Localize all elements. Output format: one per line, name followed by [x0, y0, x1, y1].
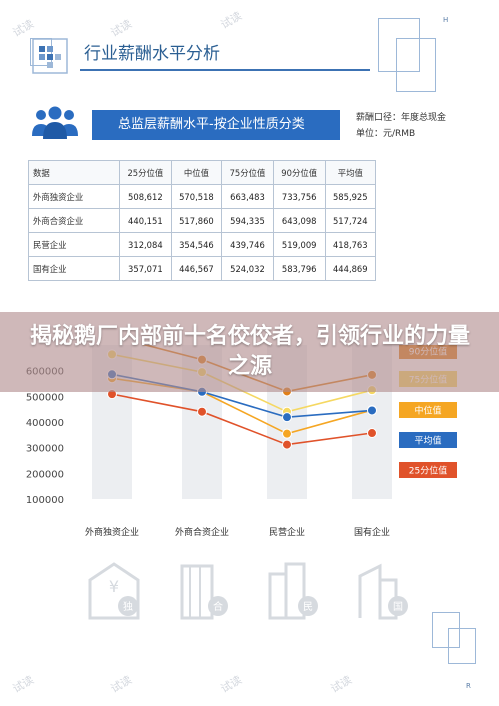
table-header: 90分位值: [272, 160, 326, 185]
table-header: 75分位值: [221, 160, 274, 185]
table-cell: 517,860: [170, 208, 223, 233]
building-icon-joint-venture: 合: [176, 560, 232, 624]
legend-label: 平均值: [414, 435, 441, 447]
table-cell: 444,869: [324, 256, 377, 281]
table-cell: 357,071: [119, 256, 172, 281]
building-label: 独: [123, 600, 133, 613]
table-cell: 312,084: [119, 232, 172, 257]
y-tick-label: 100000: [26, 495, 64, 506]
table-header-row: 数据 25分位值 中位值 75分位值 90分位值 平均值: [28, 160, 377, 185]
legend-swatch: [399, 432, 457, 448]
watermark: 试读: [218, 673, 245, 696]
table-header: 25分位值: [119, 160, 172, 185]
page-header: 行业薪酬水平分析: [24, 30, 474, 82]
table-cell: 519,009: [272, 232, 326, 257]
data-point: [197, 406, 207, 417]
page-title: 行业薪酬水平分析: [84, 44, 220, 64]
building-icon-state-owned: 国: [356, 560, 412, 624]
data-point: [282, 428, 292, 439]
x-category-label: 国有企业: [354, 526, 390, 538]
pay-basis-label: 薪酬口径：年度总现金: [356, 113, 447, 123]
building-label: 民: [303, 601, 313, 613]
table-cell: 663,483: [221, 184, 274, 209]
chart-grid-icon: [32, 38, 68, 74]
header-underline: [80, 69, 370, 71]
table-cell: 418,763: [324, 232, 377, 257]
table-cell: 585,925: [324, 184, 377, 209]
legend-label: 25分位值: [409, 465, 447, 477]
table-row: 民营企业 312,084 354,546 439,746 519,009 418…: [28, 232, 377, 257]
table-cell: 594,335: [221, 208, 274, 233]
data-point: [367, 405, 377, 416]
x-category-label: 外商独资企业: [85, 526, 139, 538]
unit-label: 单位：元/RMB: [356, 129, 416, 139]
table-row: 外商独资企业 508,612 570,518 663,483 733,756 5…: [28, 184, 377, 209]
y-tick-label: 500000: [26, 392, 64, 403]
building-label: 国: [393, 601, 403, 613]
building-icon-private: 民: [266, 560, 322, 624]
table-cell: 517,724: [324, 208, 377, 233]
page-mark-top: H: [443, 16, 449, 24]
series-line: [111, 393, 373, 446]
section-banner: 总监层薪酬水平-按企业性质分类: [92, 110, 340, 140]
data-point: [367, 428, 377, 439]
watermark: 试读: [328, 673, 355, 696]
headline-text: 揭秘鹅厂内部前十名佼佼者，引领行业的力量之源: [29, 324, 470, 379]
table-cell: 国有企业: [28, 256, 120, 281]
table-cell: 446,567: [170, 256, 223, 281]
decor-frame: [378, 18, 420, 72]
salary-table: 数据 25分位值 中位值 75分位值 90分位值 平均值 外商独资企业 508,…: [28, 160, 377, 281]
legend-swatch: [399, 402, 457, 418]
table-cell: 外商独资企业: [28, 184, 120, 209]
table-cell: 570,518: [170, 184, 223, 209]
decor-frame: [448, 628, 476, 664]
x-category-label: 民营企业: [269, 526, 305, 538]
svg-text:¥: ¥: [109, 577, 119, 596]
headline-overlay: [0, 312, 499, 392]
table-cell: 524,032: [221, 256, 274, 281]
decor-frame: [432, 612, 460, 648]
table-cell: 439,746: [221, 232, 274, 257]
y-tick-label: 400000: [26, 418, 64, 429]
x-category-label: 外商合资企业: [175, 526, 229, 538]
table-header: 中位值: [170, 160, 223, 185]
table-header: 数据: [28, 160, 120, 185]
table-cell: 354,546: [170, 232, 223, 257]
data-point: [282, 412, 292, 423]
data-point: [282, 439, 292, 450]
legend-swatch: [399, 462, 457, 478]
y-tick-label: 300000: [26, 444, 64, 455]
table-cell: 583,796: [272, 256, 326, 281]
building-icon-foreign-owned: ¥ 独: [86, 560, 142, 624]
legend-label: 中位值: [414, 405, 441, 417]
table-cell: 外商合资企业: [28, 208, 120, 233]
table-cell: 440,151: [119, 208, 172, 233]
table-row: 国有企业 357,071 446,567 524,032 583,796 444…: [28, 256, 377, 281]
watermark: 试读: [10, 673, 37, 696]
decor-frame: [396, 38, 436, 92]
table-cell: 民营企业: [28, 232, 120, 257]
table-cell: 733,756: [272, 184, 326, 209]
building-label: 合: [213, 600, 223, 613]
table-row: 外商合资企业 440,151 517,860 594,335 643,098 5…: [28, 208, 377, 233]
watermark: 试读: [218, 9, 245, 32]
table-header: 平均值: [324, 160, 377, 185]
page-mark-bottom: R: [466, 682, 471, 690]
watermark: 试读: [108, 673, 135, 696]
people-icon: [32, 106, 78, 139]
table-cell: 508,612: [119, 184, 172, 209]
y-tick-label: 200000: [26, 469, 64, 480]
table-cell: 643,098: [272, 208, 326, 233]
section-meta: 薪酬口径：年度总现金 单位：元/RMB: [356, 110, 446, 142]
